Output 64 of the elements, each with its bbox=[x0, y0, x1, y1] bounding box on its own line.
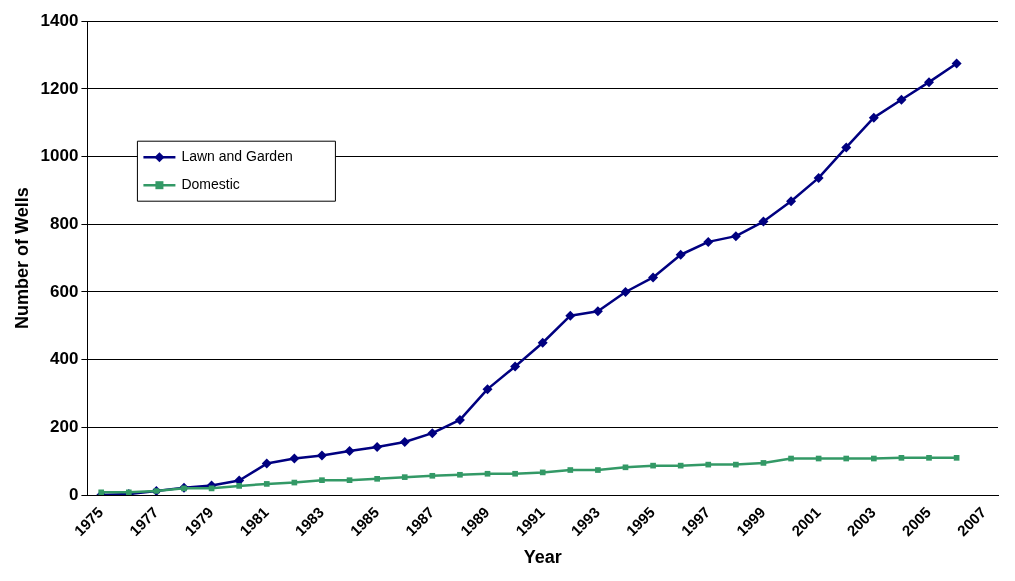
point bbox=[454, 414, 465, 425]
point bbox=[539, 469, 546, 476]
y-axis-title: Number of Wells bbox=[11, 187, 32, 329]
point bbox=[677, 462, 684, 469]
y-tick-label: 1000 bbox=[40, 146, 79, 166]
point bbox=[705, 461, 712, 468]
point bbox=[898, 455, 905, 461]
point bbox=[843, 455, 850, 462]
point bbox=[926, 455, 932, 461]
point bbox=[620, 286, 631, 297]
point bbox=[953, 455, 960, 461]
y-tick-label: 0 bbox=[68, 484, 79, 504]
point bbox=[703, 236, 714, 247]
point bbox=[399, 436, 410, 447]
point bbox=[372, 442, 383, 453]
point bbox=[346, 477, 353, 484]
point bbox=[289, 453, 300, 464]
y-tick-label: 200 bbox=[50, 417, 79, 437]
point bbox=[344, 446, 355, 457]
point bbox=[595, 467, 601, 473]
point bbox=[374, 476, 380, 482]
point bbox=[427, 428, 438, 439]
point bbox=[896, 94, 907, 105]
point bbox=[565, 310, 576, 321]
point bbox=[484, 470, 491, 477]
point bbox=[813, 172, 824, 183]
point bbox=[592, 306, 603, 317]
y-tick-label: 400 bbox=[50, 349, 79, 369]
point bbox=[951, 58, 962, 69]
point bbox=[871, 455, 877, 462]
point bbox=[567, 467, 574, 473]
legend-label: Domestic bbox=[181, 176, 240, 193]
point bbox=[401, 474, 408, 480]
point bbox=[758, 216, 769, 227]
y-tick-label: 600 bbox=[50, 281, 79, 301]
point bbox=[482, 384, 493, 395]
point bbox=[429, 472, 436, 479]
point bbox=[236, 483, 243, 489]
legend-label: Lawn and Garden bbox=[181, 148, 293, 165]
point bbox=[457, 471, 463, 478]
y-tick-label: 1200 bbox=[40, 78, 79, 98]
point bbox=[261, 458, 272, 469]
point bbox=[622, 464, 629, 471]
point bbox=[786, 196, 797, 207]
y-tick-label: 800 bbox=[50, 213, 79, 233]
point bbox=[537, 337, 548, 348]
point bbox=[675, 249, 686, 260]
point bbox=[650, 462, 656, 469]
point bbox=[788, 455, 794, 462]
y-tick-label: 1400 bbox=[40, 10, 79, 30]
point bbox=[208, 485, 215, 492]
point bbox=[733, 461, 739, 468]
point bbox=[868, 112, 879, 123]
point bbox=[841, 142, 852, 153]
x-axis-title: Year bbox=[523, 547, 562, 568]
point bbox=[512, 470, 518, 477]
point bbox=[319, 477, 325, 484]
point bbox=[730, 231, 741, 242]
point bbox=[263, 481, 270, 487]
point bbox=[316, 450, 327, 461]
point bbox=[648, 272, 659, 283]
point bbox=[510, 361, 521, 372]
point bbox=[924, 77, 935, 88]
point bbox=[760, 460, 767, 466]
